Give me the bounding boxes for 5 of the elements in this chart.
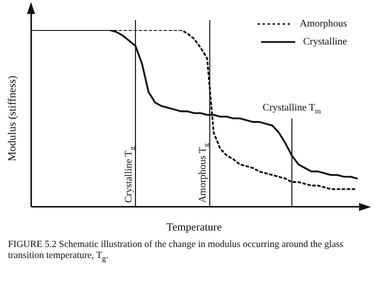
legend-label: Amorphous [300,18,348,30]
legend-label: Crystalline [303,36,348,48]
y-axis-title: Modulus (stiffness) [6,75,18,162]
caption: FIGURE 5.2 Schematic illustration of the change in modulus occurring around the glass transition temperature, T$_{g}$. [8,240,344,264]
x-axis-title: Temperature [166,221,222,234]
